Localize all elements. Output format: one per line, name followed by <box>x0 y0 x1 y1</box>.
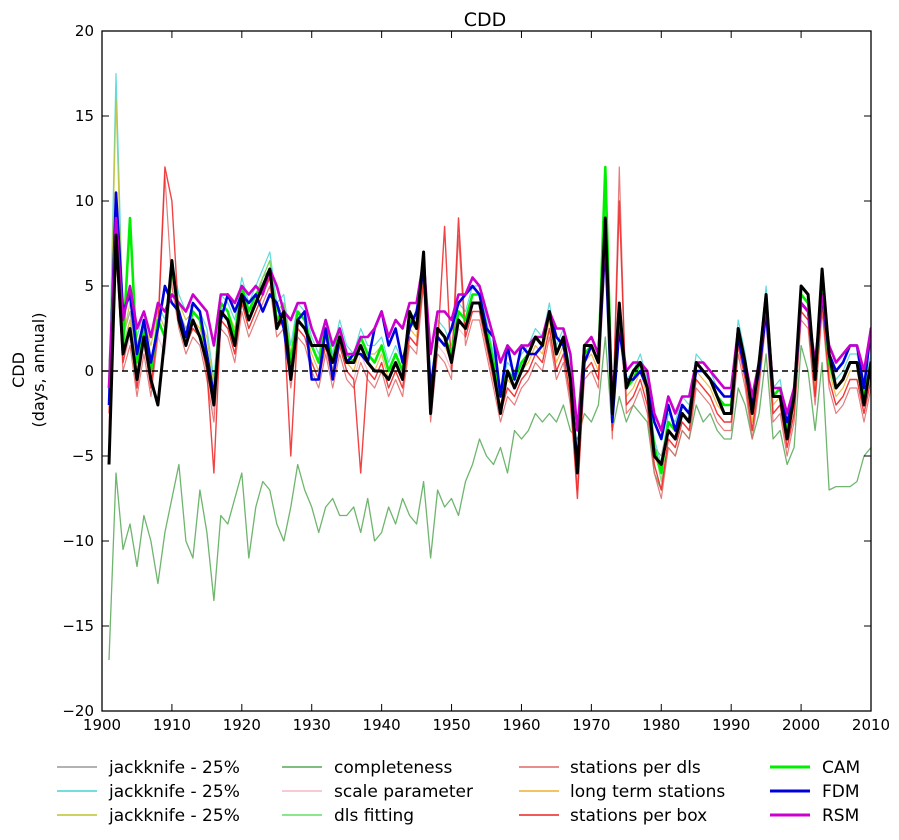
y-tick-label: −5 <box>72 447 94 465</box>
legend-label: stations per box <box>570 806 707 826</box>
x-tick-label: 1920 <box>223 716 261 734</box>
y-axis-label-line2: (days, annual) <box>29 313 48 428</box>
chart-title: CDD <box>464 9 507 31</box>
y-tick-label: 5 <box>84 277 94 295</box>
x-tick-label: 1970 <box>572 716 610 734</box>
legend-entry: RSM <box>770 806 859 826</box>
legend-entry: FDM <box>770 782 860 802</box>
legend-entry: scale parameter <box>282 782 473 802</box>
y-axis-label-line1: CDD <box>9 352 28 388</box>
legend-label: long term stations <box>570 782 725 802</box>
y-tick-label: 10 <box>75 192 94 210</box>
legend: jackknife - 25% jackknife - 25% jackknife … <box>57 758 860 826</box>
x-tick-label: 1960 <box>502 716 540 734</box>
series-line-rsm <box>107 216 871 432</box>
series-line-long-term-stations <box>108 225 871 474</box>
legend-entry: stations per dls <box>519 758 701 778</box>
legend-entry: long term stations <box>519 782 725 802</box>
legend-entry: jackknife - 25% <box>57 782 240 802</box>
legend-entry: completeness <box>282 758 452 778</box>
x-tick-label: 1990 <box>712 716 750 734</box>
legend-label: RSM <box>822 806 859 826</box>
legend-label: jackknife - 25% <box>108 758 240 778</box>
y-axis-label: CDD (days, annual) <box>9 313 48 428</box>
y-tick-label: −20 <box>62 702 94 720</box>
x-tick-label: 2000 <box>782 716 820 734</box>
x-tick-label: 2010 <box>852 716 890 734</box>
y-axis: −20 −15 −10 −5 0 5 10 15 20 <box>62 22 871 720</box>
y-tick-label: 0 <box>84 362 94 380</box>
legend-entry: dls fitting <box>282 806 414 826</box>
legend-label: CAM <box>822 758 860 778</box>
x-tick-label: 1930 <box>293 716 331 734</box>
series-line-stations-per-dls <box>108 166 871 500</box>
legend-label: jackknife - 25% <box>108 806 240 826</box>
legend-entry: jackknife - 25% <box>57 758 240 778</box>
y-tick-label: 15 <box>75 107 94 125</box>
series-line-unlabeled <box>107 216 871 475</box>
series-line-completeness <box>108 336 871 661</box>
series-layer <box>107 72 871 661</box>
x-axis: 1900 1910 1920 1930 1940 1950 1960 1970 1980 1990… <box>83 31 890 734</box>
y-tick-label: 20 <box>75 22 94 40</box>
x-tick-label: 1900 <box>83 716 121 734</box>
x-tick-label: 1910 <box>153 716 191 734</box>
legend-entry: stations per box <box>519 806 707 826</box>
legend-entry: CAM <box>770 758 860 778</box>
legend-label: scale parameter <box>334 782 473 802</box>
legend-label: dls fitting <box>334 806 414 826</box>
y-tick-label: −10 <box>62 532 94 550</box>
legend-label: FDM <box>822 782 860 802</box>
legend-label: completeness <box>334 758 452 778</box>
x-tick-label: 1950 <box>432 716 470 734</box>
series-line-dls-fitting <box>108 183 871 483</box>
x-tick-label: 1980 <box>642 716 680 734</box>
legend-entry: jackknife - 25% <box>57 806 240 826</box>
legend-label: stations per dls <box>570 758 701 778</box>
x-tick-label: 1940 <box>363 716 401 734</box>
y-tick-label: −15 <box>62 617 94 635</box>
legend-label: jackknife - 25% <box>108 782 240 802</box>
